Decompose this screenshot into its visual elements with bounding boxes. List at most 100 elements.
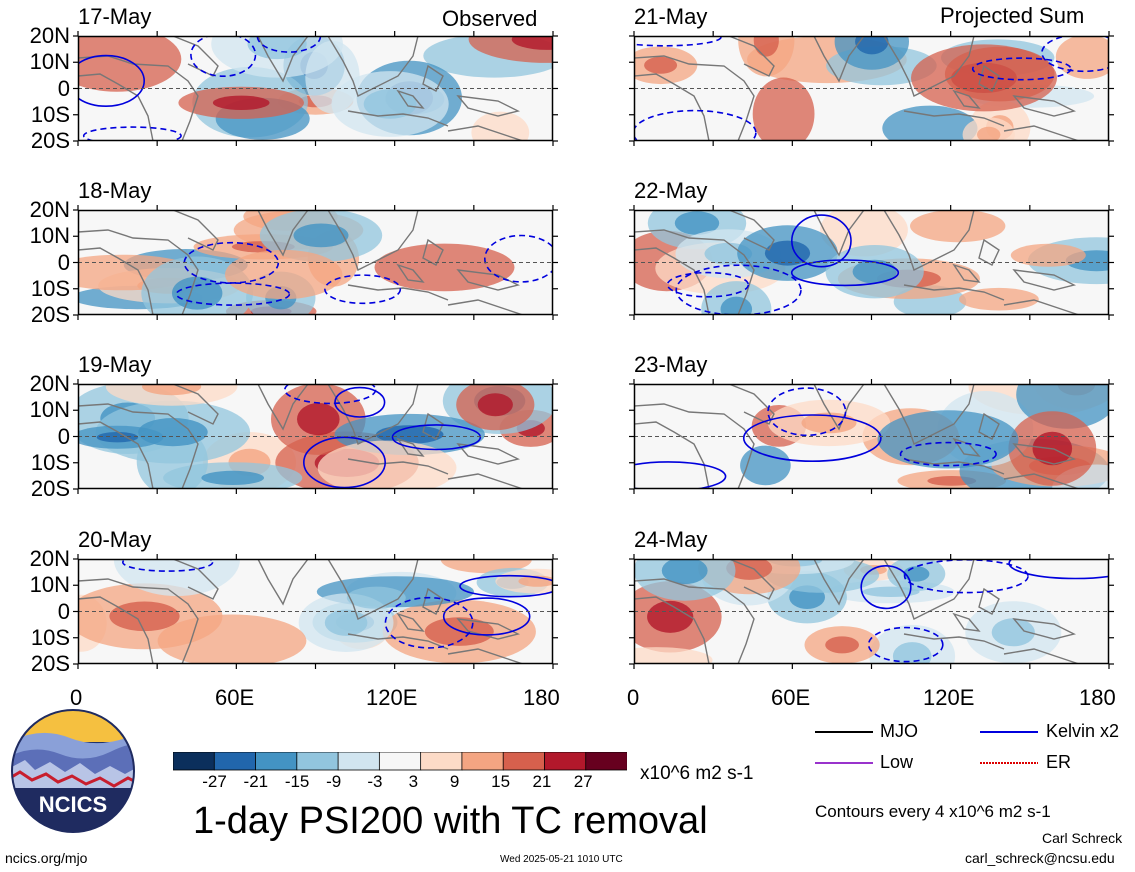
colorbar-swatch [337, 752, 381, 771]
colorbar-swatch [378, 752, 422, 771]
column-header-projected: Projected Sum [940, 3, 1085, 28]
kelvin-contour [742, 414, 882, 462]
lat-label: 20N [29, 197, 70, 222]
lat-label: 0 [57, 423, 70, 449]
panel-date-label: 20-May [78, 527, 152, 552]
colorbar-tick-label: -21 [243, 772, 269, 791]
colorbar-swatch [296, 752, 339, 771]
lat-label: 20S [30, 302, 70, 327]
map-panel [73, 379, 558, 494]
colorbar-tick-label: -15 [284, 772, 310, 791]
legend-mjo-label: MJO [880, 721, 918, 741]
colorbar-swatch [173, 752, 215, 771]
lat-label: 20N [29, 371, 70, 396]
anomaly-shading-core [363, 89, 417, 119]
anomaly-shading-core [855, 36, 889, 55]
colorbar-tick-label: -9 [326, 772, 342, 791]
anomaly-shading [1010, 243, 1086, 267]
colorbar-tick-label: 3 [408, 772, 419, 791]
anomaly-shading [113, 559, 240, 597]
kelvin-contour [666, 271, 750, 298]
lon-label-180-right: 180 [1079, 685, 1116, 710]
anomaly-shading-core [293, 223, 349, 248]
anomaly-shading-core [477, 393, 513, 417]
kelvin-contour [442, 597, 531, 636]
kelvin-contour [634, 461, 727, 489]
kelvin-contour [175, 282, 291, 306]
anomaly-shading [634, 647, 713, 664]
anomaly-shading [1055, 36, 1109, 79]
anomaly-shading-core [647, 600, 694, 633]
kelvin-contour [303, 436, 387, 489]
lat-label: 20S [30, 476, 70, 501]
lat-label: 10N [29, 223, 70, 249]
panel-date-label: 22-May [634, 178, 708, 203]
footer-url[interactable]: ncics.org/mjo [5, 850, 88, 866]
anomaly-shading-core [977, 126, 1001, 141]
kelvin-contour [790, 259, 900, 287]
anomaly-shading-core [644, 56, 678, 74]
map-panel [629, 379, 1114, 494]
anomaly-shading [78, 36, 182, 92]
column-header-observed: Observed [442, 6, 538, 31]
lat-label: 20N [29, 23, 70, 48]
anomaly-shading-core [142, 384, 202, 396]
lat-label: 20N [29, 546, 70, 571]
kelvin-contour [459, 574, 553, 598]
anomaly-shading [317, 440, 457, 489]
kelvin-contour [971, 57, 1072, 81]
anomaly-shading [959, 287, 1039, 311]
kelvin-contour [860, 565, 912, 610]
lon-label-0-left: 0 [70, 685, 83, 710]
anomaly-shading-core [201, 470, 264, 485]
anomaly-shading [877, 410, 1019, 469]
map-panel [629, 205, 1114, 320]
anomaly-shading-core [753, 36, 779, 57]
anomaly-shading-core [726, 559, 773, 580]
panel-date-label: 19-May [78, 352, 152, 377]
panel-frame [77, 35, 554, 142]
logo-text: NCICS [39, 792, 107, 817]
colorbar-tick-label: -3 [367, 772, 383, 791]
anomaly-shading-core [424, 617, 494, 646]
lat-label: 20S [30, 128, 70, 153]
footer-email[interactable]: carl_schreck@ncsu.edu [965, 850, 1115, 866]
lat-label: 10S [30, 275, 70, 301]
kelvin-contour [484, 234, 553, 283]
map-panel [629, 554, 1114, 669]
panel-frame [633, 383, 1110, 490]
anomaly-shading [471, 111, 530, 141]
lat-label: 10N [29, 397, 70, 423]
lon-label-120e-right: 120E [923, 685, 975, 710]
anomaly-shading-core [720, 296, 753, 315]
lat-label: 10S [30, 449, 70, 475]
kelvin-contour [1008, 559, 1109, 580]
anomaly-shading-core [825, 636, 859, 654]
anomaly-shading [752, 77, 815, 141]
panel-date-label: 23-May [634, 352, 708, 377]
anomaly-shading [944, 46, 1055, 102]
lat-label: 0 [57, 598, 70, 624]
ncics-logo: NCICS [11, 709, 135, 833]
map-panel [73, 205, 558, 320]
panel-frame [77, 383, 554, 490]
lat-label: 10N [29, 49, 70, 75]
colorbar-tick-label: 27 [573, 772, 593, 791]
lon-label-180-left: 180 [523, 685, 560, 710]
lat-label: 10S [30, 624, 70, 650]
anomaly-shading [740, 445, 791, 486]
legend-low-label: Low [880, 752, 914, 772]
footer-timestamp: Wed 2025-05-21 1010 UTC [500, 854, 623, 865]
colorbar-swatch [544, 752, 587, 771]
anomaly-shading-core [852, 259, 897, 284]
colorbar-unit: x10^6 m2 s-1 [640, 763, 754, 784]
legend-er-label: ER [1046, 752, 1072, 772]
kelvin-contour [867, 626, 944, 663]
kelvin-contour [384, 596, 474, 649]
kelvin-contour [78, 54, 145, 107]
colorbar-swatch [502, 752, 546, 771]
kelvin-contour [790, 214, 852, 268]
map-panel [629, 31, 1114, 146]
anomaly-shading-core [96, 432, 139, 443]
anomaly-shading-core [511, 36, 553, 50]
